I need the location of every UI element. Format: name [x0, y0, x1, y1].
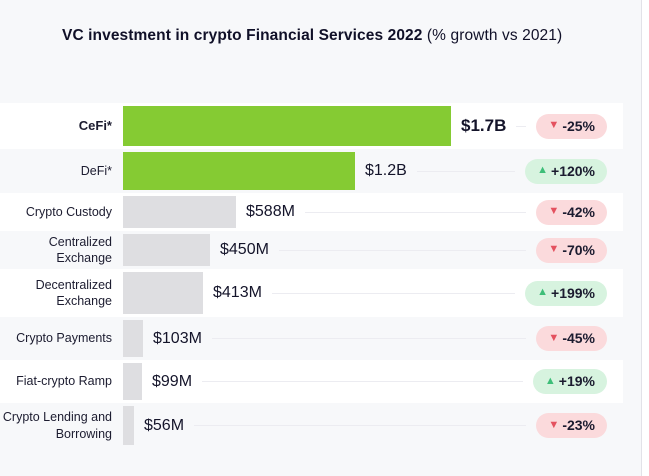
chart-row: CeFi* $1.7B ▼ -25%	[0, 103, 623, 149]
growth-label: +19%	[558, 373, 595, 389]
value-bar	[123, 320, 143, 357]
growth-label: +199%	[551, 284, 595, 301]
bar-track: $450M ▼ -70%	[123, 234, 623, 266]
value-label: $588M	[246, 203, 295, 220]
leader-line	[304, 211, 527, 213]
bar-track: $588M ▼ -42%	[123, 196, 623, 228]
value-bar	[123, 272, 203, 314]
triangle-up-icon: ▲	[537, 286, 549, 298]
growth-badge-negative: ▼ -42%	[536, 199, 607, 225]
growth-label: -23%	[562, 417, 595, 433]
value-label: $103M	[153, 329, 202, 347]
value-label: $99M	[152, 372, 193, 390]
triangle-down-icon: ▼	[548, 331, 560, 344]
value-label: $413M	[213, 284, 262, 301]
leader-line	[194, 425, 527, 426]
value-label: $1.7B	[461, 116, 507, 135]
value-bar	[123, 363, 142, 400]
value-bar	[123, 152, 355, 190]
page-edge-strip	[641, 0, 649, 476]
value-bar	[123, 196, 236, 228]
chart-row: Fiat-crypto Ramp $99M ▲ +19%	[0, 360, 623, 403]
bar-track: $56M ▼ -23%	[123, 406, 623, 445]
growth-label: +120%	[551, 162, 595, 179]
growth-label: -45%	[562, 330, 595, 346]
growth-badge-negative: ▼ -25%	[536, 113, 607, 139]
bar-track: $1.7B ▼ -25%	[123, 106, 623, 146]
growth-badge-negative: ▼ -23%	[536, 413, 607, 438]
leader-line	[271, 292, 516, 294]
growth-badge-positive: ▲ +120%	[525, 158, 607, 184]
growth-label: -25%	[562, 117, 595, 134]
category-label: Fiat-crypto Ramp	[16, 374, 112, 389]
growth-badge-negative: ▼ -45%	[536, 326, 607, 351]
leader-line	[211, 338, 527, 339]
triangle-down-icon: ▼	[548, 205, 560, 217]
category-label: DeFi*	[80, 163, 112, 178]
bar-chart: CeFi* $1.7B ▼ -25% DeFi* $1.2B ▲ +120% Crypto Cu…	[0, 103, 623, 448]
value-label: $450M	[220, 241, 269, 258]
value-bar	[123, 234, 210, 266]
chart-title-suffix: (% growth vs 2021)	[426, 27, 563, 44]
value-label: $56M	[144, 416, 185, 434]
category-label: Centralized Exchange	[48, 234, 112, 265]
growth-badge-positive: ▲ +199%	[525, 280, 607, 306]
chart-row: DeFi* $1.2B ▲ +120%	[0, 149, 623, 193]
leader-line	[202, 381, 523, 382]
chart-row: Crypto Payments $103M ▼ -45%	[0, 317, 623, 360]
chart-row: Centralized Exchange $450M ▼ -70%	[0, 231, 623, 269]
bar-track: $1.2B ▲ +120%	[123, 152, 623, 190]
leader-line	[278, 249, 527, 251]
category-label: Crypto Custody	[25, 204, 112, 219]
triangle-up-icon: ▲	[537, 164, 549, 176]
category-label: CeFi*	[78, 117, 112, 133]
leader-line	[416, 170, 516, 172]
triangle-down-icon: ▼	[548, 243, 560, 255]
chart-row: Crypto Lending and Borrowing $56M ▼ -23%	[0, 403, 623, 448]
value-bar	[123, 406, 134, 445]
bar-track: $413M ▲ +199%	[123, 272, 623, 314]
category-label: Crypto Payments	[16, 331, 112, 346]
growth-badge-positive: ▲ +19%	[532, 369, 607, 394]
chart-row: Crypto Custody $588M ▼ -42%	[0, 193, 623, 231]
growth-badge-negative: ▼ -70%	[536, 237, 607, 263]
chart-title-main: VC investment in crypto Financial Servic…	[62, 27, 423, 44]
triangle-up-icon: ▲	[544, 374, 556, 387]
value-label: $1.2B	[365, 162, 407, 179]
value-bar	[123, 106, 451, 146]
category-label: Crypto Lending and Borrowing	[2, 410, 112, 441]
triangle-down-icon: ▼	[548, 119, 560, 131]
category-label: Decentralized Exchange	[35, 277, 112, 308]
growth-label: -70%	[562, 241, 595, 258]
chart-title: VC investment in crypto Financial Servic…	[62, 27, 562, 45]
growth-label: -42%	[562, 203, 595, 220]
triangle-down-icon: ▼	[548, 418, 560, 431]
bar-track: $99M ▲ +19%	[123, 363, 623, 400]
leader-line	[516, 125, 527, 127]
bar-track: $103M ▼ -45%	[123, 320, 623, 357]
chart-row: Decentralized Exchange $413M ▲ +199%	[0, 269, 623, 317]
